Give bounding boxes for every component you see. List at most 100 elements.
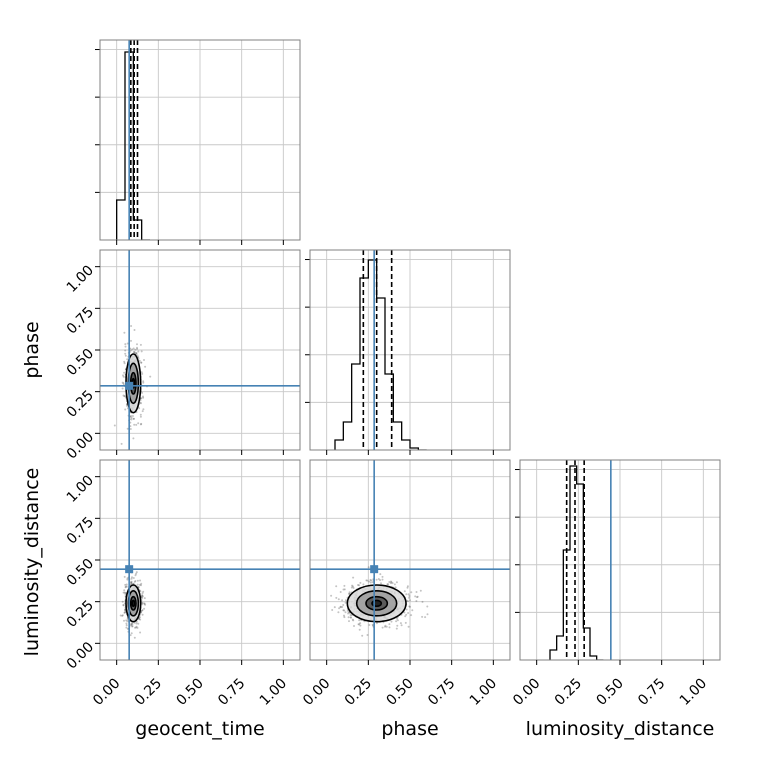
sample-point xyxy=(421,615,424,618)
sample-point xyxy=(123,589,126,592)
sample-point xyxy=(122,591,125,594)
sample-point xyxy=(358,584,361,587)
sample-point xyxy=(124,408,127,411)
sample-point xyxy=(421,600,424,603)
sample-point xyxy=(124,591,127,594)
sample-point xyxy=(144,365,147,368)
sample-point xyxy=(350,586,353,589)
sample-point xyxy=(406,586,409,589)
sample-point xyxy=(122,383,125,386)
sample-point xyxy=(346,609,349,612)
sample-point xyxy=(406,600,409,603)
sample-point xyxy=(136,343,138,346)
xlabel-luminosity-distance: luminosity_distance xyxy=(526,718,715,740)
histogram-panel-geocent_time xyxy=(95,39,301,245)
sample-point xyxy=(133,636,136,639)
sample-point xyxy=(388,623,391,626)
sample-point xyxy=(344,599,347,602)
sample-point xyxy=(131,348,134,351)
x-tick-label: 0.25 xyxy=(552,676,585,709)
sample-point xyxy=(143,602,146,605)
sample-point xyxy=(133,329,136,331)
sample-point xyxy=(352,619,355,622)
sample-point xyxy=(123,609,126,611)
sample-point xyxy=(366,579,369,582)
scatter-panel-geocent_time-luminosity_distance xyxy=(95,459,301,665)
x-tick-label: 0.50 xyxy=(383,676,416,709)
sample-point xyxy=(136,579,139,582)
sample-point xyxy=(134,626,136,629)
sample-point xyxy=(141,592,144,595)
x-tick-label: 0.00 xyxy=(300,676,333,709)
sample-point xyxy=(396,619,399,622)
sample-point xyxy=(132,417,135,420)
sample-point xyxy=(136,354,139,357)
sample-point xyxy=(126,342,129,345)
sample-point xyxy=(337,598,340,601)
sample-point xyxy=(137,622,140,625)
x-tick-label: 0.25 xyxy=(342,676,375,709)
sample-point xyxy=(368,624,371,626)
sample-point xyxy=(411,609,414,612)
sample-point xyxy=(343,584,346,587)
sample-point xyxy=(129,349,132,352)
sample-point xyxy=(141,410,144,413)
sample-point xyxy=(331,609,334,611)
sample-point xyxy=(388,626,391,629)
sample-point xyxy=(424,616,427,619)
sample-point xyxy=(140,371,143,374)
sample-point xyxy=(120,442,123,445)
sample-point xyxy=(131,625,134,628)
sample-point xyxy=(426,605,429,608)
sample-point xyxy=(126,427,129,430)
sample-point xyxy=(121,614,124,617)
sample-point xyxy=(122,375,125,378)
sample-point xyxy=(143,359,145,361)
sample-point xyxy=(358,619,361,622)
scatter-panel-phase-luminosity_distance xyxy=(309,459,511,665)
sample-point xyxy=(131,415,134,417)
sample-point xyxy=(137,422,140,425)
sample-point xyxy=(131,625,134,628)
sample-point xyxy=(359,624,362,627)
sample-point xyxy=(140,361,143,364)
x-tick-label: 0.00 xyxy=(510,676,543,709)
sample-point xyxy=(123,395,126,398)
sample-point xyxy=(141,594,143,597)
sample-point xyxy=(122,382,125,385)
sample-point xyxy=(121,387,124,390)
sample-point xyxy=(124,349,127,352)
sample-point xyxy=(133,351,136,354)
sample-point xyxy=(123,371,126,374)
ylabel-phase: phase xyxy=(21,321,43,378)
sample-point xyxy=(339,605,342,608)
sample-point xyxy=(419,589,422,592)
sample-point xyxy=(405,608,408,611)
sample-point xyxy=(347,616,350,619)
sample-point xyxy=(395,617,398,620)
sample-point xyxy=(121,600,124,603)
sample-point xyxy=(416,595,419,598)
sample-point xyxy=(136,347,139,350)
y-tick-label: 0.50 xyxy=(64,556,97,589)
x-tick-label: 1.00 xyxy=(467,676,500,709)
sample-point xyxy=(369,578,372,581)
sample-point xyxy=(121,381,124,384)
sample-point xyxy=(352,576,355,579)
sample-point xyxy=(407,612,410,614)
sample-point xyxy=(409,599,411,602)
sample-point xyxy=(123,611,126,614)
sample-point xyxy=(142,590,145,593)
sample-point xyxy=(129,581,132,584)
sample-point xyxy=(122,604,125,607)
sample-point xyxy=(333,606,336,609)
sample-point xyxy=(343,609,346,612)
sample-point xyxy=(133,580,136,583)
sample-point xyxy=(143,597,146,600)
histogram-panel-phase xyxy=(305,249,511,455)
sample-point xyxy=(131,623,134,626)
sample-point xyxy=(371,581,374,584)
sample-point xyxy=(132,347,135,350)
sample-point xyxy=(369,581,372,584)
sample-point xyxy=(136,346,138,349)
